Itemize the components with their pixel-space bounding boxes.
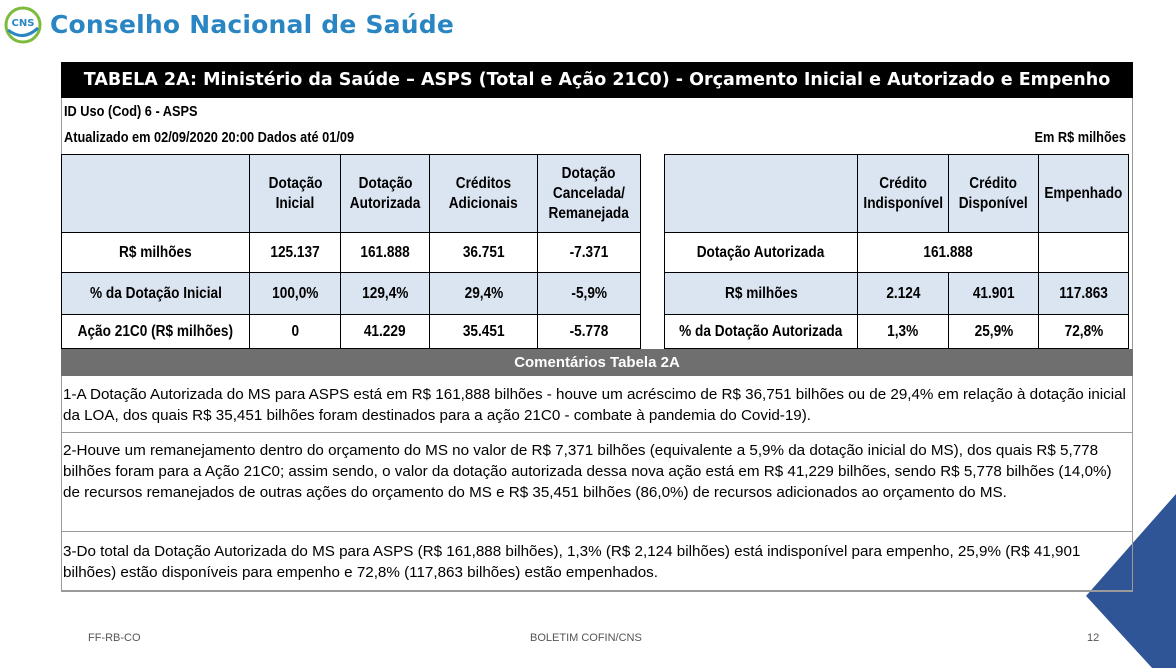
table-row: Ação 21C0 (R$ milhões) 0 41.229 35.451 -…: [60, 314, 641, 349]
table-cell: 35.451: [429, 314, 539, 349]
comment-item: 2-Houve um remanejamento dentro do orçam…: [61, 440, 1133, 532]
footer-center: BOLETIM COFIN/CNS: [530, 632, 642, 644]
table-title: TABELA 2A: Ministério da Saúde – ASPS (T…: [61, 62, 1133, 98]
table-cell: 100,0%: [249, 272, 342, 315]
table-cell: 72,8%: [1037, 314, 1130, 349]
header-dotacao-cancelada: Dotação Cancelada/Remanejada: [537, 154, 641, 233]
header-empty-cell: [60, 154, 251, 233]
row-label: R$ milhões: [664, 272, 858, 315]
logo-text: CNS: [12, 18, 35, 29]
table-cell: 25,9%: [948, 314, 1039, 349]
table-cell: 125.137: [249, 232, 342, 273]
cns-logo-icon: CNS: [4, 6, 42, 44]
table-cell: 161.888: [856, 232, 1039, 273]
table-cell: 29,4%: [429, 272, 539, 315]
budget-table: Dotação Inicial Dotação Autorizada Crédito…: [60, 154, 641, 349]
header-dotacao-inicial: Dotação Inicial: [249, 154, 342, 233]
meta-unit: Em R$ milhões: [1034, 130, 1126, 146]
comment-item: 1-A Dotação Autorizada do MS para ASPS e…: [61, 384, 1133, 433]
comments-title: Comentários Tabela 2A: [61, 349, 1133, 376]
footer-left: FF-RB-CO: [88, 632, 141, 644]
table-row: R$ milhões 125.137 161.888 36.751 -7.371: [60, 232, 641, 273]
meta-id: ID Uso (Cod) 6 - ASPS: [64, 104, 198, 120]
header-creditos-adicionais: Créditos Adicionais: [429, 154, 539, 233]
table-row: Dotação Autorizada 161.888: [664, 232, 1130, 273]
row-label: R$ milhões: [60, 232, 251, 273]
brand-name: Conselho Nacional de Saúde: [50, 10, 454, 39]
row-label: Ação 21C0 (R$ milhões): [60, 314, 251, 349]
row-label: % da Dotação Inicial: [60, 272, 251, 315]
table-cell: 2.124: [856, 272, 950, 315]
table-row: R$ milhões 2.124 41.901 117.863: [664, 272, 1130, 315]
table-cell: 41.229: [340, 314, 431, 349]
table-cell: 41.901: [948, 272, 1039, 315]
page-number: 12: [1087, 632, 1100, 644]
table-cell: 0: [249, 314, 342, 349]
table-cell: -5,9%: [537, 272, 641, 315]
row-label: Dotação Autorizada: [664, 232, 858, 273]
table-cell: 129,4%: [340, 272, 431, 315]
header-credito-indisponivel: Crédito Indisponível: [856, 154, 950, 233]
header-empty-cell: [664, 154, 858, 233]
header-credito-disponivel: Crédito Disponível: [948, 154, 1039, 233]
decorative-corner-shape: [1086, 494, 1176, 668]
comment-item: 3-Do total da Dotação Autorizada do MS p…: [61, 541, 1133, 591]
row-label: % da Dotação Autorizada: [664, 314, 858, 349]
table-row: % da Dotação Autorizada 1,3% 25,9% 72,8%: [664, 314, 1130, 349]
table-row: % da Dotação Inicial 100,0% 129,4% 29,4%…: [60, 272, 641, 315]
table-cell: 161.888: [340, 232, 431, 273]
header-dotacao-autorizada: Dotação Autorizada: [340, 154, 431, 233]
budget-table-header-row: Dotação Inicial Dotação Autorizada Crédito…: [60, 154, 641, 233]
table-cell: -5.778: [537, 314, 641, 349]
table-cell: -7.371: [537, 232, 641, 273]
table-cell: [1038, 232, 1130, 273]
header-empenhado: Empenhado: [1037, 154, 1130, 233]
execution-table: Crédito Indisponível Crédito Disponível Em…: [664, 154, 1130, 349]
table-cell: 36.751: [429, 232, 539, 273]
table-cell: 1,3%: [856, 314, 950, 349]
meta-updated: Atualizado em 02/09/2020 20:00 Dados até…: [64, 130, 355, 146]
execution-table-header-row: Crédito Indisponível Crédito Disponível Em…: [664, 154, 1130, 233]
table-cell: 117.863: [1037, 272, 1130, 315]
